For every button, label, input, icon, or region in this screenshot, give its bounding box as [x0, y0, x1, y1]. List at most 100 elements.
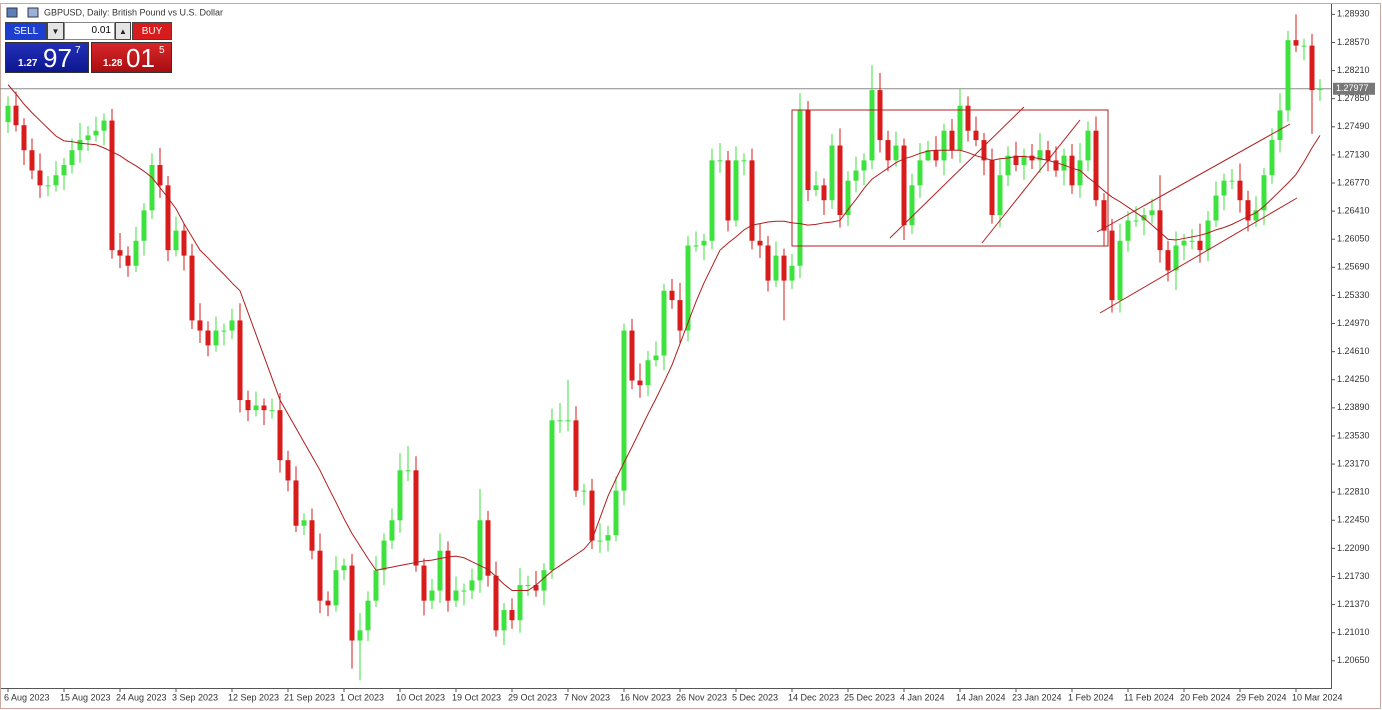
- candle-body: [421, 565, 427, 601]
- candle-body: [693, 245, 699, 247]
- y-tick-label: 1.28570: [1337, 37, 1370, 47]
- candle-body: [1269, 140, 1275, 176]
- x-tick-label: 5 Dec 2023: [732, 692, 778, 702]
- candle-body: [1189, 240, 1195, 242]
- candle-body: [1229, 180, 1235, 182]
- x-tick-label: 4 Jan 2024: [900, 692, 945, 702]
- volume-down[interactable]: ▼: [47, 22, 64, 40]
- volume-up[interactable]: ▲: [115, 22, 131, 40]
- candle-body: [1117, 240, 1123, 301]
- x-tick-label: 14 Jan 2024: [956, 692, 1006, 702]
- candle-body: [989, 160, 995, 216]
- y-tick-label: 1.27130: [1337, 149, 1370, 159]
- candle-body: [37, 170, 43, 186]
- candle-body: [789, 265, 795, 281]
- candle-body: [669, 290, 675, 301]
- candle-body: [349, 565, 355, 641]
- buy-quote[interactable]: 1.28 01 5: [91, 42, 172, 73]
- candle-body: [741, 160, 747, 162]
- candle-body: [245, 400, 251, 411]
- candle-body: [733, 160, 739, 221]
- y-tick-label: 1.20650: [1337, 655, 1370, 665]
- candle-body: [861, 160, 867, 171]
- x-tick-label: 29 Oct 2023: [508, 692, 557, 702]
- candle-body: [1021, 155, 1027, 166]
- candle-body: [1053, 160, 1059, 171]
- x-tick-label: 16 Nov 2023: [620, 692, 671, 702]
- drawing-objects: [791, 106, 1298, 314]
- candle-body: [229, 320, 235, 331]
- candle-body: [949, 130, 955, 151]
- candle-body: [165, 185, 171, 251]
- candle-body: [925, 150, 931, 161]
- candle-body: [1285, 40, 1291, 111]
- candle-body: [677, 300, 683, 331]
- candle-body: [853, 170, 859, 181]
- candle-body: [461, 590, 467, 592]
- candle-body: [1077, 160, 1083, 186]
- candle-body: [1245, 200, 1251, 221]
- candle-body: [1133, 220, 1139, 222]
- candle-body: [781, 255, 787, 281]
- candle-body: [13, 105, 19, 126]
- candle-body: [509, 610, 515, 621]
- candle-body: [1221, 180, 1227, 196]
- candle-body: [157, 165, 163, 186]
- candle-body: [813, 185, 819, 191]
- y-tick-label: 1.28210: [1337, 65, 1370, 75]
- buy-button[interactable]: BUY: [132, 22, 172, 40]
- title-icons: [6, 7, 39, 18]
- candle-body: [477, 520, 483, 581]
- y-tick-label: 1.28930: [1337, 9, 1370, 19]
- candle-body: [85, 135, 91, 141]
- candle-body: [1237, 180, 1243, 201]
- candle-body: [565, 420, 571, 422]
- candle-body: [1029, 155, 1035, 161]
- price-pips: 97: [43, 43, 72, 73]
- candle-body: [917, 160, 923, 186]
- candle-body: [61, 165, 67, 176]
- candle-body: [21, 125, 27, 151]
- candle-body: [517, 585, 523, 621]
- candle-body: [1157, 210, 1163, 251]
- sell-button[interactable]: SELL: [5, 22, 47, 40]
- candle-body: [381, 540, 387, 571]
- candle-body: [341, 565, 347, 571]
- candle-body: [957, 105, 963, 151]
- y-tick-label: 1.21370: [1337, 599, 1370, 609]
- candle-body: [253, 405, 259, 411]
- y-tick-label: 1.24970: [1337, 318, 1370, 328]
- candle-body: [621, 330, 627, 491]
- candle-body: [773, 255, 779, 281]
- y-tick-label: 1.22810: [1337, 487, 1370, 497]
- candle-body: [1005, 155, 1011, 176]
- y-tick-label: 1.23890: [1337, 402, 1370, 412]
- x-tick-label: 7 Nov 2023: [564, 692, 610, 702]
- volume-input[interactable]: 0.01: [64, 22, 115, 40]
- x-tick-label: 14 Dec 2023: [788, 692, 839, 702]
- y-tick-label: 1.23170: [1337, 458, 1370, 468]
- x-tick-label: 24 Aug 2023: [116, 692, 167, 702]
- y-tick-label: 1.27490: [1337, 121, 1370, 131]
- candle-body: [333, 570, 339, 606]
- price-prefix: 1.28: [103, 58, 123, 69]
- candle-body: [1093, 130, 1099, 201]
- candle-body: [1205, 220, 1211, 251]
- x-tick-label: 10 Oct 2023: [396, 692, 445, 702]
- candle-body: [397, 470, 403, 521]
- candle-body: [685, 245, 691, 331]
- candle-body: [189, 255, 195, 321]
- price-fraction: 5: [159, 45, 165, 56]
- y-tick-label: 1.21730: [1337, 571, 1370, 581]
- candle-body: [173, 230, 179, 251]
- candle-body: [965, 105, 971, 131]
- chart-frame: [0, 3, 1381, 709]
- candle-body: [149, 165, 155, 211]
- x-tick-label: 1 Feb 2024: [1068, 692, 1114, 702]
- sell-quote[interactable]: 1.27 97 7: [5, 42, 89, 73]
- candle-body: [429, 590, 435, 601]
- candle-body: [293, 480, 299, 526]
- y-tick-label: 1.26050: [1337, 234, 1370, 244]
- y-tick-label: 1.22450: [1337, 515, 1370, 525]
- candle-body: [133, 240, 139, 266]
